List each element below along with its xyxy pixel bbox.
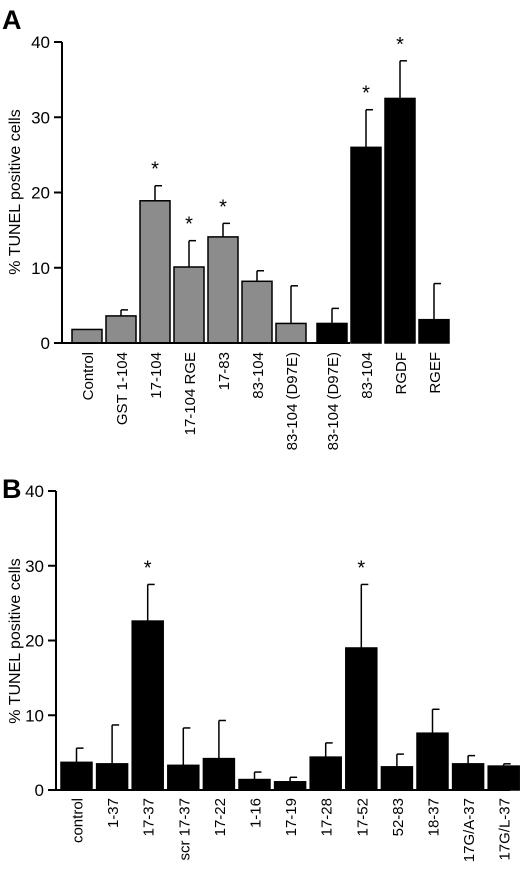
b-y-tick-label: 20 [25,632,44,651]
a-bar [275,322,307,344]
a-category-label: 83-104 (D97E) [325,352,342,450]
b-bar [131,620,164,791]
a-bar [384,97,416,344]
b-bar [416,732,449,791]
a-bar [350,146,382,344]
a-bar [207,236,239,344]
a-category-label: RGEF [427,352,444,394]
b-significance-star: * [357,557,365,579]
b-category-label: 1-37 [105,798,122,828]
b-bar [60,761,93,791]
b-category-label: 18-37 [426,798,443,836]
a-category-label: 17-83 [216,352,233,390]
b-y-tick-label: 40 [25,482,44,501]
b-bar [238,778,271,791]
a-bar [139,200,171,344]
panel-b-chart: 0 10 20 30 40 % TUNEL positive cells control 1-… [7,482,520,862]
a-significance-star: * [185,214,193,236]
a-bar [173,266,205,344]
b-significance-star: * [144,557,152,579]
b-y-tick-label: 10 [25,706,44,725]
panel-a-chart: 0 10 20 30 40 % TUNEL positive cells Control GS… [7,33,450,450]
a-category-label: GST 1-104 [114,352,131,425]
a-category-label: 17-104 RGE [182,352,199,435]
a-bar [71,328,103,344]
a-category-label: Control [80,352,97,400]
a-bar [316,322,348,344]
b-bar [202,757,236,791]
b-bar [380,766,414,791]
b-y-axis-label: % TUNEL positive cells [7,558,24,723]
b-category-label: 17-37 [141,798,158,836]
b-category-label: scr 17-37 [176,798,193,861]
b-bar [345,647,378,791]
b-category-label: control [70,798,87,843]
a-y-tick-label: 30 [31,108,50,127]
a-y-tick-label: 0 [41,334,50,353]
a-significance-star: * [396,34,404,56]
b-y-tick-label: 0 [35,781,44,800]
b-bar [309,756,342,791]
a-y-tick-label: 10 [31,259,50,278]
b-category-label: 17G/A-37 [461,798,478,862]
b-category-label: 17G/L-37 [497,798,514,861]
b-bar [487,765,520,791]
b-category-label: 17-52 [354,798,371,836]
a-significance-star: * [219,196,227,218]
panel-a-letter: A [2,5,22,35]
b-bar [273,781,307,791]
a-category-label: RGDF [393,352,410,395]
b-bar [167,764,200,791]
a-category-label: 17-104 [148,352,165,399]
a-category-label: 83-104 [250,352,267,399]
a-category-label: 83-104 (D97E) [284,352,301,450]
b-bar [451,763,485,791]
a-category-label: 83-104 [359,352,376,399]
a-significance-star: * [362,83,370,105]
a-bar [105,315,137,344]
b-category-label: 52-83 [390,798,407,836]
a-y-tick-label: 40 [31,33,50,52]
b-category-label: 17-28 [319,798,336,836]
a-bar [241,280,273,344]
b-category-label: 1-16 [248,798,265,828]
b-bar [95,763,129,791]
b-y-tick-label: 30 [25,557,44,576]
a-bar [418,318,450,344]
panel-b-letter: B [2,474,22,504]
b-category-label: 17-19 [283,798,300,836]
a-significance-star: * [151,159,159,181]
b-category-label: 17-22 [212,798,229,836]
a-y-axis-label: % TUNEL positive cells [7,109,24,274]
a-y-tick-label: 20 [31,184,50,203]
